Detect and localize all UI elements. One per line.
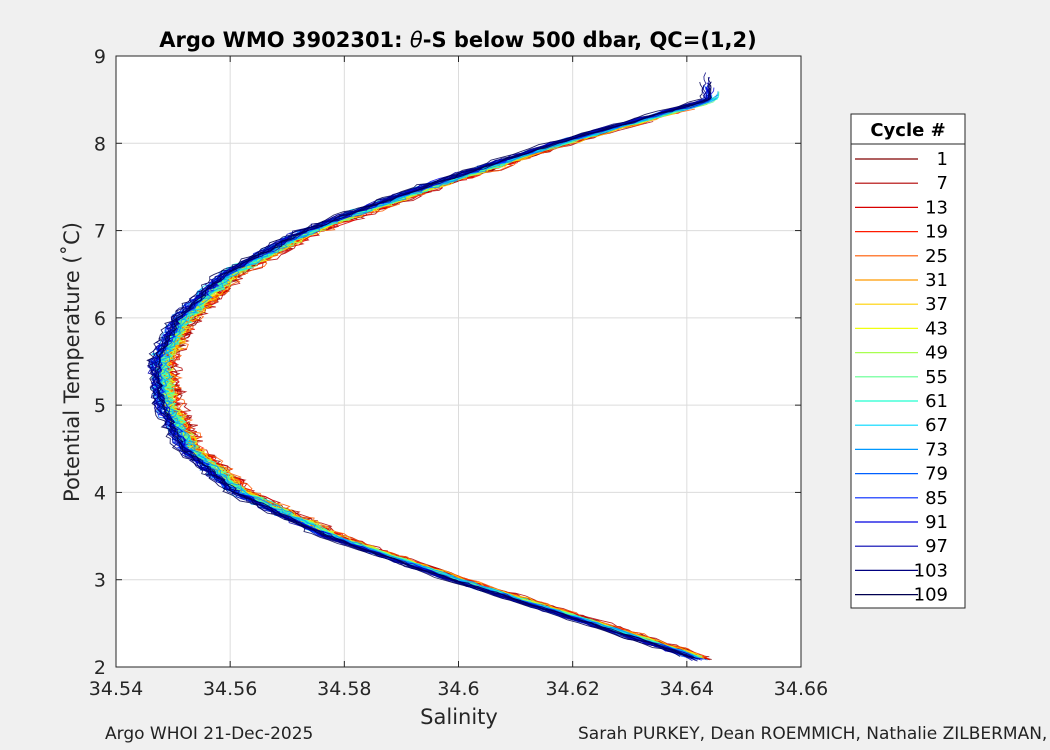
footer-date: Argo WHOI 21-Dec-2025 — [105, 724, 314, 744]
profile-line-cycle-103 — [146, 72, 707, 662]
y-tick-label: 6 — [94, 308, 106, 330]
x-tick-label: 34.64 — [660, 678, 714, 700]
y-tick-label: 3 — [94, 570, 106, 592]
x-tick-label: 34.6 — [437, 678, 479, 700]
y-axis-label: Potential Temperature (˚C) — [60, 222, 84, 502]
legend-label-cycle-37: 37 — [925, 294, 948, 315]
legend-label-cycle-31: 31 — [925, 270, 948, 291]
profile-lines — [146, 72, 720, 662]
legend-label-cycle-73: 73 — [925, 439, 948, 460]
y-tick-label: 9 — [94, 46, 106, 68]
legend-box — [850, 113, 966, 609]
y-tick-label: 8 — [94, 133, 106, 155]
legend-label-cycle-103: 103 — [914, 560, 948, 581]
x-tick-label: 34.66 — [774, 678, 828, 700]
legend-label-cycle-61: 61 — [925, 391, 948, 412]
legend-label-cycle-55: 55 — [925, 367, 948, 388]
y-tick-label: 5 — [94, 395, 106, 417]
legend-label-cycle-79: 79 — [925, 464, 948, 485]
legend-label-cycle-85: 85 — [925, 488, 948, 509]
legend: Cycle # 1 7 13 19 25 31 37 43 49 55 61 67 73 79 85 91 97… — [850, 113, 966, 609]
legend-label-cycle-1: 1 — [937, 149, 948, 170]
x-axis-label: Salinity — [420, 705, 498, 729]
x-tick-label: 34.62 — [545, 678, 599, 700]
footer-credits: Sarah PURKEY, Dean ROEMMICH, Nathalie ZI… — [578, 724, 1050, 744]
legend-label-cycle-43: 43 — [925, 318, 948, 339]
x-tick-label: 34.58 — [317, 678, 371, 700]
y-tick-label: 4 — [94, 482, 106, 504]
legend-title: Cycle # — [870, 120, 945, 141]
legend-label-cycle-109: 109 — [914, 585, 948, 606]
legend-label-cycle-19: 19 — [925, 222, 948, 243]
legend-label-cycle-97: 97 — [925, 536, 948, 557]
axis-ticks: 34.54 34.56 34.58 34.6 34.62 34.64 34.66 2 3 4 5 6 7… — [89, 46, 828, 700]
legend-label-cycle-91: 91 — [925, 512, 948, 533]
legend-label-cycle-67: 67 — [925, 415, 948, 436]
x-tick-label: 34.54 — [89, 678, 143, 700]
profile-line-cycle-109 — [146, 81, 703, 657]
y-tick-label: 7 — [94, 221, 106, 243]
legend-label-cycle-49: 49 — [925, 343, 948, 364]
legend-label-cycle-13: 13 — [925, 197, 948, 218]
profile-line-cycle-109 — [154, 83, 712, 659]
y-tick-label: 2 — [94, 657, 106, 679]
legend-label-cycle-25: 25 — [925, 246, 948, 267]
x-tick-label: 34.56 — [203, 678, 257, 700]
chart-title: Argo WMO 3902301: θ-S below 500 dbar, QC… — [159, 28, 756, 52]
legend-label-cycle-7: 7 — [937, 173, 948, 194]
